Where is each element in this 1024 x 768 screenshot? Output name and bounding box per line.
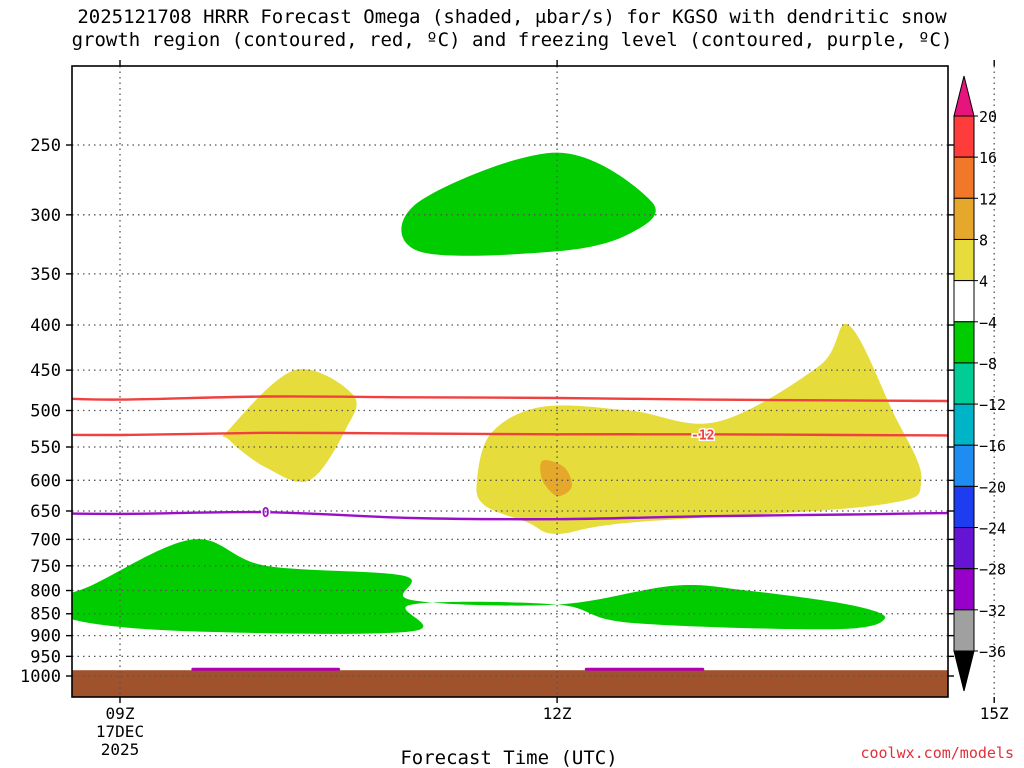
colorbar-label: 8 xyxy=(979,231,988,249)
chart-title-line-1: 2025121708 HRRR Forecast Omega (shaded, … xyxy=(77,6,947,28)
grid-layer xyxy=(72,66,995,697)
colorbar-swatch xyxy=(953,362,975,405)
y-tick-label: 900 xyxy=(30,627,61,647)
colorbar-swatch xyxy=(953,115,975,158)
colorbar-swatch xyxy=(953,197,975,240)
y-tick-label: 1000 xyxy=(20,667,61,687)
y-tick-label: 500 xyxy=(30,402,61,422)
x-tick-label: 09Z xyxy=(106,704,135,723)
colorbar-label: −8 xyxy=(979,355,997,373)
x-tick-label: 15Z xyxy=(980,704,1009,723)
y-tick-label: 700 xyxy=(30,530,61,550)
y-tick-label: 600 xyxy=(30,471,61,491)
colorbar-swatch xyxy=(953,403,975,446)
colorbar-label: −12 xyxy=(979,396,1006,414)
colorbar-label: −4 xyxy=(979,314,997,332)
colorbar-swatch xyxy=(953,609,975,652)
chart-title: 2025121708 HRRR Forecast Omega (shaded, … xyxy=(0,6,1024,52)
x-tick-date: 17DEC xyxy=(96,722,144,741)
colorbar-label: −24 xyxy=(979,520,1006,538)
colorbar-bottom-arrow xyxy=(953,650,975,692)
y-tick-label: 400 xyxy=(30,316,61,336)
chart-title-line-2: growth region (contoured, red, ºC) and f… xyxy=(71,29,953,51)
omega-region-1 xyxy=(72,539,886,634)
y-tick-label: 450 xyxy=(30,361,61,381)
axes-layer: 2503003504004505005506006507007508008509… xyxy=(20,60,1009,759)
plot-frame xyxy=(71,65,949,698)
colorbar-label: −32 xyxy=(979,602,1006,620)
colorbar-swatch xyxy=(953,485,975,529)
colorbar-label: −16 xyxy=(979,437,1006,455)
omega-region-0 xyxy=(401,152,656,256)
colorbar-label: −20 xyxy=(979,478,1006,496)
x-tick-year: 2025 xyxy=(101,740,140,759)
y-tick-label: 550 xyxy=(30,438,61,458)
omega-shading-layer xyxy=(72,152,922,634)
colorbar-swatch xyxy=(953,280,975,323)
colorbar-label: 12 xyxy=(979,190,997,208)
colorbar-swatch xyxy=(953,568,975,611)
y-tick-label: 850 xyxy=(30,605,61,625)
dendritic-contour-1 xyxy=(72,431,948,437)
y-tick-label: 800 xyxy=(30,582,61,602)
y-tick-label: 300 xyxy=(30,206,61,226)
colorbar-label: 20 xyxy=(979,108,997,126)
colorbar: 20 16 12 8 4 −4 −8 −12 −16 −20 −24 −28 −32 −36 xyxy=(953,75,1006,692)
y-tick-label: 650 xyxy=(30,502,61,522)
omega-region-4 xyxy=(540,460,572,497)
contour-label-dendritic-0: -12 xyxy=(691,428,714,443)
colorbar-swatch xyxy=(953,321,975,364)
colorbar-swatch xyxy=(953,444,975,487)
colorbar-swatch xyxy=(953,238,975,282)
credit-text: coolwx.com/models xyxy=(860,744,1014,762)
y-tick-label: 250 xyxy=(30,136,61,156)
colorbar-label: −28 xyxy=(979,561,1006,579)
y-tick-label: 950 xyxy=(30,647,61,667)
colorbar-swatch xyxy=(953,527,975,570)
omega-region-2 xyxy=(222,369,357,483)
colorbar-label: −36 xyxy=(979,643,1006,661)
x-axis-label: Forecast Time (UTC) xyxy=(400,747,617,768)
contour-label-freezing-0: 0 xyxy=(262,506,270,521)
omega-region-3 xyxy=(476,323,922,534)
colorbar-label: 4 xyxy=(979,273,988,291)
ground-layer xyxy=(72,670,948,697)
freezing-contour-2 xyxy=(72,510,948,521)
colorbar-swatch xyxy=(953,156,975,199)
ground-fill xyxy=(72,670,948,697)
dendritic-contour-0 xyxy=(72,395,948,403)
colorbar-label: 16 xyxy=(979,149,997,167)
y-tick-label: 350 xyxy=(30,265,61,285)
colorbar-top-arrow xyxy=(953,75,975,117)
y-tick-label: 750 xyxy=(30,557,61,577)
x-tick-label: 12Z xyxy=(543,704,572,723)
